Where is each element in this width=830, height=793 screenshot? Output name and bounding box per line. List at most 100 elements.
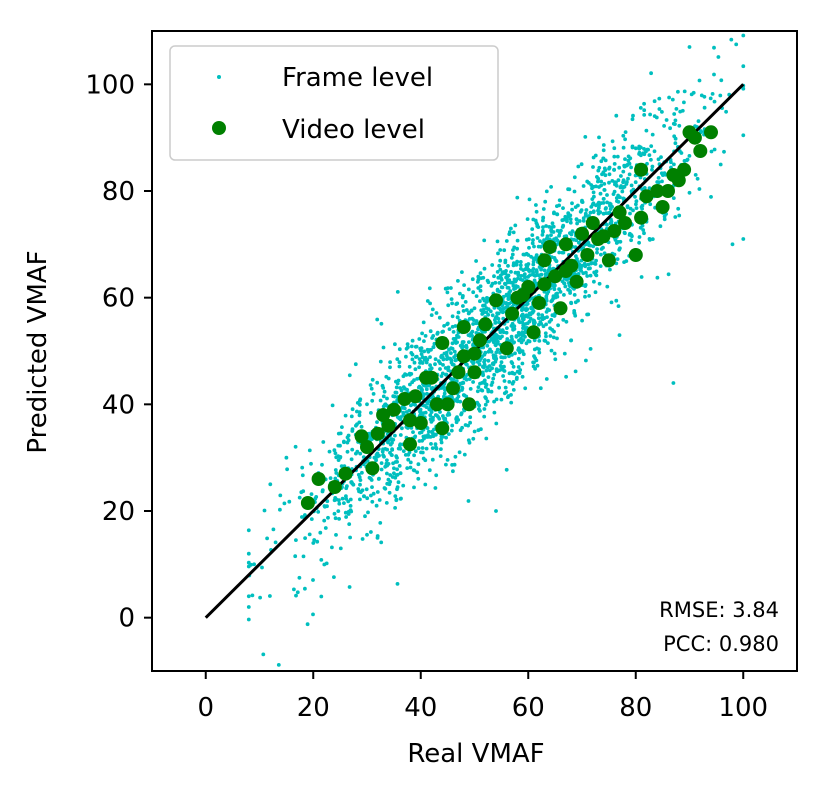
video-point xyxy=(596,229,611,244)
frame-point xyxy=(729,37,734,42)
frame-point xyxy=(486,358,491,363)
frame-point xyxy=(673,122,677,126)
frame-point xyxy=(474,259,478,263)
frame-point xyxy=(418,346,423,351)
frame-point xyxy=(428,355,432,359)
frame-point xyxy=(450,314,455,319)
frame-point xyxy=(661,173,665,178)
frame-point xyxy=(617,165,622,170)
frame-point xyxy=(531,262,536,267)
frame-point xyxy=(449,286,453,290)
frame-point xyxy=(523,386,528,391)
frame-point xyxy=(485,343,490,348)
frame-point xyxy=(412,453,416,458)
frame-point xyxy=(346,499,351,504)
frame-point xyxy=(434,445,438,450)
frame-point xyxy=(555,291,559,296)
frame-point xyxy=(517,333,521,337)
frame-point xyxy=(531,360,535,365)
frame-point xyxy=(421,320,426,325)
frame-point xyxy=(441,384,446,389)
frame-point xyxy=(565,217,569,222)
frame-point xyxy=(583,264,588,269)
frame-point xyxy=(498,330,503,335)
frame-point xyxy=(641,228,646,232)
frame-point xyxy=(741,237,746,241)
frame-point xyxy=(483,385,488,389)
frame-point xyxy=(562,281,566,285)
frame-point xyxy=(583,211,588,216)
frame-point xyxy=(551,230,556,234)
frame-point xyxy=(633,146,638,151)
frame-point xyxy=(672,112,677,116)
frame-point xyxy=(538,386,543,391)
frame-point xyxy=(512,287,516,291)
frame-point xyxy=(423,410,428,415)
frame-point xyxy=(495,239,500,244)
frame-point xyxy=(523,275,527,280)
frame-point xyxy=(355,422,359,427)
frame-point xyxy=(444,435,448,440)
frame-point xyxy=(428,435,433,439)
frame-point xyxy=(452,349,457,354)
frame-point xyxy=(741,33,746,38)
frame-point xyxy=(320,462,324,467)
frame-point xyxy=(332,511,337,516)
frame-point xyxy=(359,424,364,429)
frame-point xyxy=(673,215,678,219)
y-tick-label: 100 xyxy=(85,70,135,100)
frame-point xyxy=(673,118,678,123)
frame-point xyxy=(603,173,608,178)
frame-point xyxy=(682,100,686,105)
frame-point xyxy=(687,45,692,49)
frame-point xyxy=(347,373,352,378)
frame-point xyxy=(576,164,581,169)
frame-point xyxy=(307,532,312,537)
frame-point xyxy=(375,534,380,538)
frame-point xyxy=(278,493,283,498)
frame-point xyxy=(311,612,315,617)
video-point xyxy=(381,418,396,433)
frame-point xyxy=(528,316,533,321)
frame-point xyxy=(311,578,315,582)
frame-point xyxy=(360,470,364,475)
video-point xyxy=(489,293,503,308)
frame-point xyxy=(430,446,435,450)
frame-point xyxy=(467,317,472,321)
frame-point xyxy=(404,410,409,414)
frame-point xyxy=(395,487,399,492)
frame-point xyxy=(454,302,459,306)
x-tick-label: 100 xyxy=(718,693,768,723)
frame-point xyxy=(621,145,626,150)
frame-point xyxy=(695,176,700,181)
frame-point xyxy=(334,533,338,537)
frame-point xyxy=(416,462,421,467)
frame-point xyxy=(672,162,676,167)
frame-point xyxy=(333,451,338,456)
frame-point xyxy=(342,501,346,505)
frame-point xyxy=(476,428,481,433)
frame-point xyxy=(478,288,483,293)
frame-point xyxy=(405,342,410,346)
frame-point xyxy=(626,158,631,163)
frame-point xyxy=(564,374,568,379)
frame-point xyxy=(249,562,253,567)
frame-point xyxy=(613,182,617,187)
frame-point xyxy=(609,300,614,305)
frame-point xyxy=(562,351,567,356)
frame-point xyxy=(471,380,475,384)
frame-point xyxy=(437,416,442,421)
frame-point xyxy=(409,351,414,355)
frame-point xyxy=(544,189,549,194)
frame-point xyxy=(580,318,584,323)
frame-point xyxy=(378,398,383,403)
frame-point xyxy=(442,324,446,328)
frame-point xyxy=(515,195,520,200)
frame-point xyxy=(712,99,717,104)
frame-point xyxy=(501,374,505,378)
frame-point xyxy=(393,475,398,480)
frame-point xyxy=(344,515,348,519)
frame-point xyxy=(265,536,269,541)
frame-point xyxy=(521,352,526,357)
frame-point xyxy=(583,283,588,287)
